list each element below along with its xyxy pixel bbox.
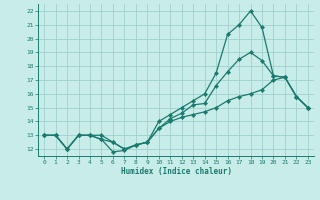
X-axis label: Humidex (Indice chaleur): Humidex (Indice chaleur) bbox=[121, 167, 231, 176]
